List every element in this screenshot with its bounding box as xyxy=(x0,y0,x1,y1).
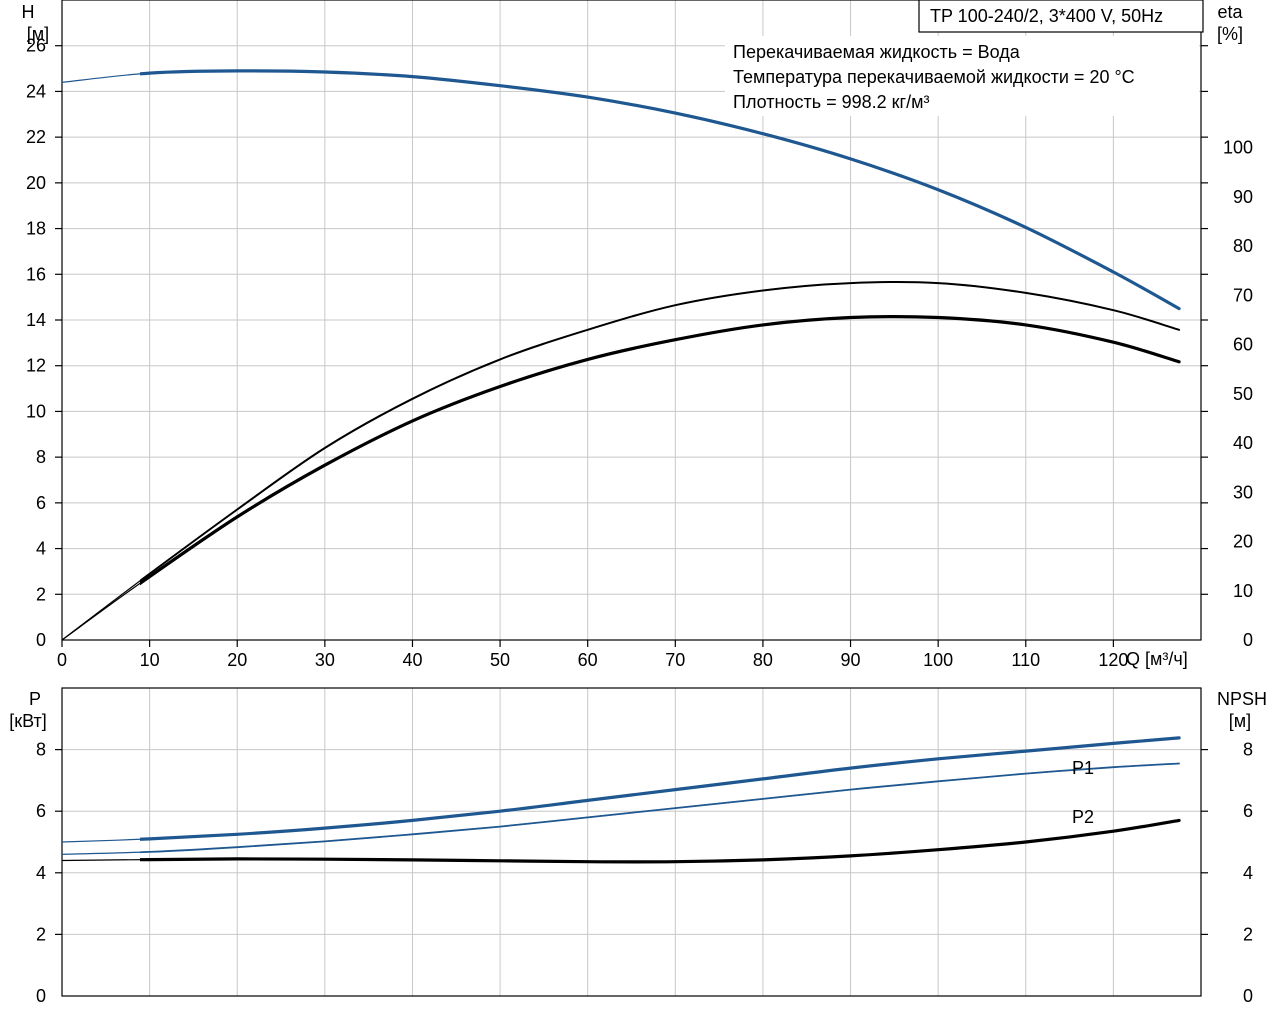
y2-tick-label: 70 xyxy=(1233,285,1253,305)
y-tick-label: 26 xyxy=(26,36,46,56)
y2-tick-label: 40 xyxy=(1233,433,1253,453)
info-box: Перекачиваемая жидкость = Вода Температу… xyxy=(725,36,1199,116)
y-tick-label: 2 xyxy=(36,924,46,944)
info-line-temperature: Температура перекачиваемой жидкости = 20… xyxy=(733,67,1135,87)
y2-tick-label: 8 xyxy=(1243,740,1253,760)
y2-tick-label: 50 xyxy=(1233,384,1253,404)
series-label-p2: P2 xyxy=(1072,807,1094,827)
y-tick-label: 22 xyxy=(26,127,46,147)
upper-series-1-line xyxy=(139,280,1181,583)
lower-y-axis-label: P xyxy=(29,689,41,709)
x-tick-label: 100 xyxy=(923,650,953,670)
x-tick-label: 0 xyxy=(57,650,67,670)
lower-series-2-line xyxy=(139,818,1181,864)
upper-series-2-extension xyxy=(61,316,1180,641)
x-axis-label: Q [м³/ч] xyxy=(1126,649,1188,669)
x-tick-label: 40 xyxy=(402,650,422,670)
y-tick-label: 10 xyxy=(26,401,46,421)
y2-tick-label: 100 xyxy=(1223,138,1253,158)
x-tick-label: 70 xyxy=(665,650,685,670)
y2-tick-label: 2 xyxy=(1243,924,1253,944)
y-tick-label: 0 xyxy=(36,630,46,650)
y-tick-label: 20 xyxy=(26,173,46,193)
y2-tick-label: 10 xyxy=(1233,581,1253,601)
y2-tick-label: 4 xyxy=(1243,863,1253,883)
lower-plot: 0 2 4 6 8 0 2 4 6 8 P [кВт] NPSH [м] P1 P2 xyxy=(9,687,1267,1006)
upper-y-axis-unit: [м] xyxy=(27,24,49,44)
y-tick-label: 18 xyxy=(26,219,46,239)
x-tick-label: 110 xyxy=(1011,650,1040,670)
x-tick-label: 50 xyxy=(490,650,510,670)
y2-tick-label: 90 xyxy=(1233,187,1253,207)
lower-y-axis-unit: [кВт] xyxy=(9,711,47,731)
y2-tick-label: 80 xyxy=(1233,236,1253,256)
lower-y2-axis-unit: [м] xyxy=(1229,711,1251,731)
y2-tick-label: 0 xyxy=(1243,986,1253,1006)
x-tick-label: 10 xyxy=(140,650,160,670)
upper-series-2-line xyxy=(139,315,1181,586)
y-tick-label: 14 xyxy=(26,310,46,330)
y-tick-label: 4 xyxy=(36,539,46,559)
x-tick-label: 60 xyxy=(578,650,598,670)
x-tick-label: 80 xyxy=(753,650,773,670)
x-tick-label: 20 xyxy=(227,650,247,670)
upper-y2-axis-label: eta xyxy=(1217,2,1243,22)
y-tick-label: 6 xyxy=(36,493,46,513)
y-tick-label: 8 xyxy=(36,447,46,467)
lower-series-2-extension xyxy=(61,819,1180,863)
y-tick-label: 0 xyxy=(36,986,46,1006)
y-tick-label: 8 xyxy=(36,740,46,760)
x-tick-label: 90 xyxy=(841,650,861,670)
info-line-fluid: Перекачиваемая жидкость = Вода xyxy=(733,42,1021,62)
info-line-density: Плотность = 998.2 кг/м³ xyxy=(733,92,929,112)
upper-series-1-extension xyxy=(61,281,1180,641)
y-tick-label: 6 xyxy=(36,801,46,821)
lower-series-0-line xyxy=(139,736,1181,841)
upper-y-axis-label: H xyxy=(22,2,35,22)
y-tick-label: 24 xyxy=(26,81,46,101)
y2-tick-label: 20 xyxy=(1233,532,1253,552)
y-tick-label: 12 xyxy=(26,356,46,376)
title-box: TP 100-240/2, 3*400 V, 50Hz xyxy=(918,0,1204,33)
x-tick-label: 30 xyxy=(315,650,335,670)
y2-tick-label: 30 xyxy=(1233,482,1253,502)
y-tick-label: 2 xyxy=(36,584,46,604)
lower-y2-axis-label: NPSH xyxy=(1217,689,1267,709)
lower-series-1-line xyxy=(139,762,1180,854)
y2-tick-label: 0 xyxy=(1243,630,1253,650)
series-label-p1: P1 xyxy=(1072,758,1094,778)
title-box-text: TP 100-240/2, 3*400 V, 50Hz xyxy=(930,6,1163,26)
y2-tick-label: 60 xyxy=(1233,335,1253,355)
y2-tick-label: 6 xyxy=(1243,801,1253,821)
y-tick-label: 16 xyxy=(26,264,46,284)
x-tick-label: 120 xyxy=(1098,650,1128,670)
lower-series-1-extension xyxy=(61,762,1180,855)
y-tick-label: 4 xyxy=(36,863,46,883)
upper-y2-axis-unit: [%] xyxy=(1217,24,1243,44)
upper-series-0-line xyxy=(139,69,1181,311)
